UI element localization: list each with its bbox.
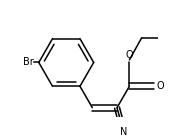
Text: Br: Br	[23, 58, 33, 67]
Text: O: O	[156, 81, 164, 91]
Text: O: O	[126, 50, 133, 60]
Text: N: N	[120, 127, 127, 136]
